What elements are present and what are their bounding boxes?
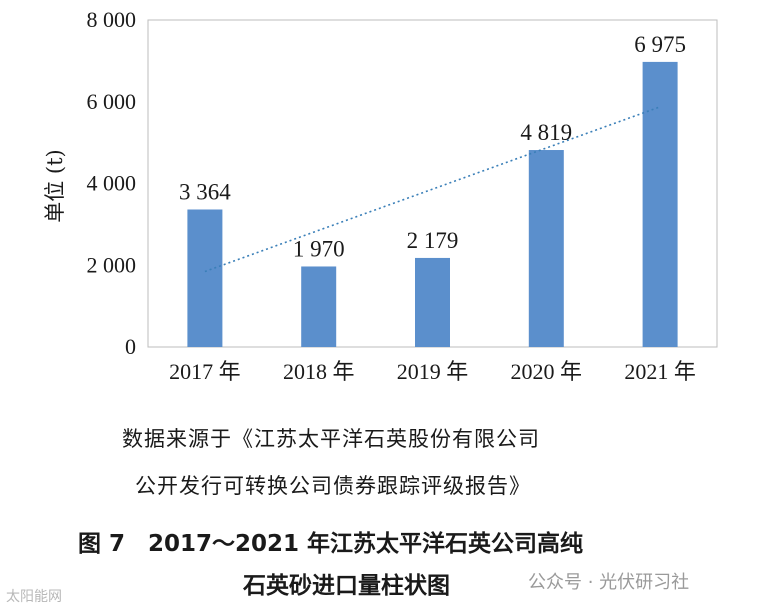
source-note-line2: 公开发行可转换公司债券跟踪评级报告》 xyxy=(135,474,531,498)
x-tick-label: 2019 年 xyxy=(397,359,469,384)
x-tick-label: 2017 年 xyxy=(169,359,241,384)
x-tick-label: 2020 年 xyxy=(511,359,583,384)
bar-4 xyxy=(528,150,564,347)
trend-line xyxy=(204,106,661,273)
y-tick-label: 0 xyxy=(125,334,136,359)
y-tick-label: 8 000 xyxy=(87,7,137,32)
y-tick-label: 4 000 xyxy=(87,171,137,196)
figure-caption-line2: 石英砂进口量柱状图 xyxy=(243,573,450,599)
data-label-2: 1 970 xyxy=(293,236,345,261)
data-label-3: 2 179 xyxy=(407,228,459,253)
watermark-right: 公众号 · 光伏研习社 xyxy=(528,572,690,593)
bar-5 xyxy=(642,61,678,347)
source-note-line1: 数据来源于《江苏太平洋石英股份有限公司 xyxy=(122,427,540,451)
data-label-5: 6 975 xyxy=(634,32,686,57)
bar-1 xyxy=(187,209,223,347)
data-label-1: 3 364 xyxy=(179,179,231,204)
watermark-left: 太阳能网 xyxy=(6,589,62,605)
x-tick-label: 2021 年 xyxy=(624,359,696,384)
bar-chart: 3 364 1 970 2 179 4 819 6 975 0 2 000 4 000 6 0… xyxy=(43,7,718,384)
y-tick-label: 6 000 xyxy=(87,89,137,114)
bar-3 xyxy=(415,257,450,347)
y-tick-label: 2 000 xyxy=(87,252,137,277)
x-tick-label: 2018 年 xyxy=(283,359,355,384)
data-label-4: 4 819 xyxy=(520,120,572,145)
bar-2 xyxy=(301,266,337,347)
y-axis-label: 单位 (t) xyxy=(43,149,67,223)
figure-caption-line1: 图 7 2017～2021 年江苏太平洋石英公司高纯 xyxy=(78,531,584,557)
